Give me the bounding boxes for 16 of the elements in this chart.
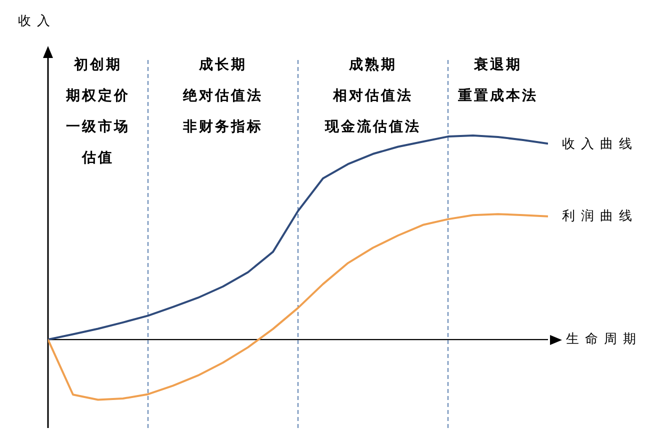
text: 相对估值法 [333,88,413,104]
text: 重置成本法 [458,88,538,104]
text: 成长期 [199,57,247,73]
text: 初创期 [74,57,122,73]
text: 现金流估值法 [325,119,421,135]
series-label: 收入曲线 [562,136,638,153]
text: 绝对估值法 [183,88,263,104]
text: 收入 [18,13,56,30]
text: 成熟期 [349,57,397,73]
text: 一级市场 [66,119,130,135]
annotation: 估值 [82,150,114,166]
text: 期权定价 [66,88,130,104]
text: 非财务指标 [183,119,263,135]
text: 衰退期 [474,57,522,73]
series-label: 利润曲线 [562,208,638,226]
x-axis-title: 生命周期 [566,330,642,348]
